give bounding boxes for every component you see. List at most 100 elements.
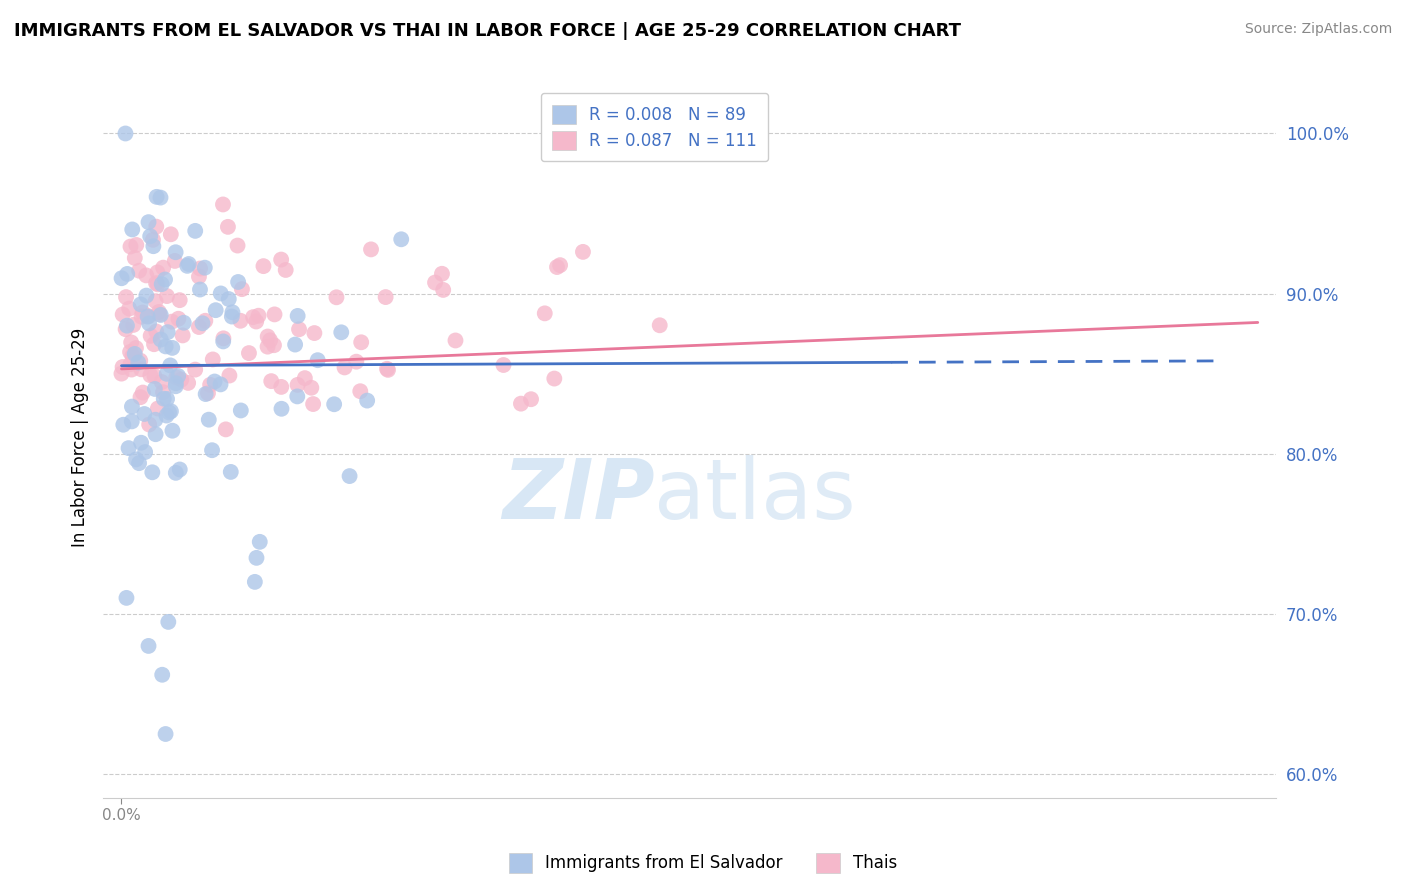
Point: [209, 377, 232, 392]
Point: [339, 469, 361, 483]
Point: [229, 314, 252, 328]
Point: [138, 639, 160, 653]
Point: [149, 191, 172, 205]
Point: [252, 259, 274, 273]
Point: [375, 361, 398, 376]
Point: [191, 316, 214, 330]
Point: [146, 277, 169, 292]
Point: [129, 362, 152, 376]
Point: [134, 445, 156, 459]
Point: [247, 309, 270, 323]
Point: [256, 340, 278, 354]
Point: [377, 363, 399, 377]
Point: [160, 315, 183, 329]
Point: [221, 310, 243, 324]
Point: [112, 417, 135, 432]
Point: [131, 305, 153, 319]
Point: [150, 277, 173, 292]
Point: [145, 219, 167, 234]
Point: [162, 424, 184, 438]
Point: [143, 337, 166, 351]
Point: [157, 405, 180, 419]
Point: [165, 379, 187, 393]
Point: [145, 427, 167, 442]
Point: [138, 317, 160, 331]
Point: [165, 376, 187, 391]
Point: [288, 322, 311, 336]
Point: [167, 369, 190, 384]
Point: [159, 359, 181, 373]
Point: [492, 358, 515, 372]
Point: [360, 243, 382, 257]
Point: [143, 382, 166, 396]
Point: [121, 362, 143, 376]
Point: [156, 392, 179, 406]
Point: [117, 441, 139, 455]
Point: [304, 326, 326, 340]
Point: [226, 275, 249, 289]
Legend: R = 0.008   N = 89, R = 0.087   N = 111: R = 0.008 N = 89, R = 0.087 N = 111: [540, 93, 768, 161]
Point: [156, 289, 179, 303]
Point: [120, 345, 142, 359]
Point: [153, 272, 176, 286]
Point: [129, 353, 152, 368]
Point: [444, 334, 467, 348]
Point: [129, 435, 152, 450]
Point: [121, 349, 143, 363]
Point: [187, 320, 209, 334]
Point: [259, 334, 281, 348]
Point: [325, 290, 347, 304]
Point: [142, 233, 165, 247]
Point: [111, 308, 134, 322]
Text: IMMIGRANTS FROM EL SALVADOR VS THAI IN LABOR FORCE | AGE 25-29 CORRELATION CHART: IMMIGRANTS FROM EL SALVADOR VS THAI IN L…: [14, 22, 962, 40]
Point: [194, 314, 217, 328]
Point: [177, 257, 200, 271]
Point: [197, 412, 219, 426]
Point: [245, 550, 267, 565]
Point: [323, 397, 346, 411]
Legend: Immigrants from El Salvador, Thais: Immigrants from El Salvador, Thais: [502, 847, 904, 880]
Point: [145, 276, 167, 290]
Point: [169, 462, 191, 476]
Point: [132, 385, 155, 400]
Point: [148, 305, 170, 319]
Point: [432, 283, 454, 297]
Point: [146, 265, 169, 279]
Point: [374, 290, 396, 304]
Point: [135, 268, 157, 283]
Point: [128, 456, 150, 470]
Point: [115, 318, 138, 333]
Point: [121, 414, 143, 428]
Point: [165, 245, 187, 260]
Point: [155, 409, 177, 423]
Point: [218, 368, 240, 383]
Point: [128, 263, 150, 277]
Point: [118, 301, 141, 316]
Point: [145, 325, 167, 339]
Point: [149, 308, 172, 322]
Point: [204, 375, 226, 389]
Point: [533, 306, 555, 320]
Point: [430, 267, 453, 281]
Point: [148, 307, 170, 321]
Point: [209, 286, 232, 301]
Point: [125, 238, 148, 252]
Text: ZIP: ZIP: [502, 455, 654, 536]
Point: [423, 276, 446, 290]
Point: [287, 377, 309, 392]
Point: [307, 353, 329, 368]
Point: [243, 574, 266, 589]
Point: [287, 309, 309, 323]
Point: [188, 269, 211, 284]
Point: [120, 239, 142, 253]
Text: Source: ZipAtlas.com: Source: ZipAtlas.com: [1244, 22, 1392, 37]
Point: [648, 318, 671, 333]
Point: [173, 316, 195, 330]
Point: [139, 368, 162, 383]
Point: [129, 297, 152, 311]
Point: [143, 369, 166, 384]
Point: [184, 224, 207, 238]
Point: [115, 591, 138, 605]
Point: [146, 401, 169, 416]
Point: [218, 292, 240, 306]
